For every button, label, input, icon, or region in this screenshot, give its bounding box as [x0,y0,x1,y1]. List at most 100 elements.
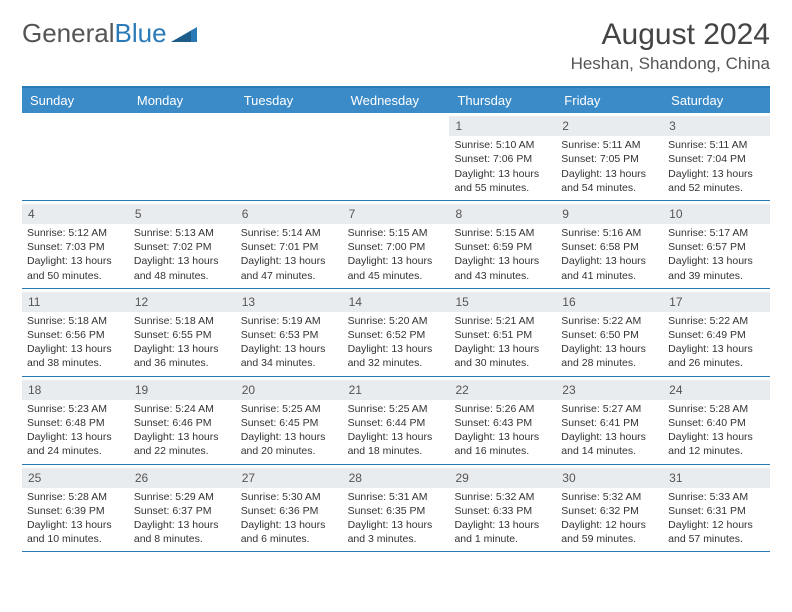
location: Heshan, Shandong, China [571,54,770,74]
day-body: Sunrise: 5:25 AMSunset: 6:45 PMDaylight:… [241,402,338,459]
sunset-text: Sunset: 6:58 PM [561,240,658,254]
sunset-text: Sunset: 6:52 PM [348,328,445,342]
sunrise-text: Sunrise: 5:22 AM [561,314,658,328]
day-body: Sunrise: 5:18 AMSunset: 6:55 PMDaylight:… [134,314,231,371]
day-cell: 9Sunrise: 5:16 AMSunset: 6:58 PMDaylight… [556,201,663,288]
day-cell: 16Sunrise: 5:22 AMSunset: 6:50 PMDayligh… [556,289,663,376]
sunset-text: Sunset: 6:53 PM [241,328,338,342]
day-cell: 11Sunrise: 5:18 AMSunset: 6:56 PMDayligh… [22,289,129,376]
week-row: 4Sunrise: 5:12 AMSunset: 7:03 PMDaylight… [22,201,770,289]
day-number: 2 [556,116,663,136]
week-row: 18Sunrise: 5:23 AMSunset: 6:48 PMDayligh… [22,377,770,465]
day-cell: 31Sunrise: 5:33 AMSunset: 6:31 PMDayligh… [663,465,770,552]
sunrise-text: Sunrise: 5:24 AM [134,402,231,416]
sunset-text: Sunset: 6:59 PM [454,240,551,254]
dow-fri: Friday [556,88,663,113]
day-cell: 13Sunrise: 5:19 AMSunset: 6:53 PMDayligh… [236,289,343,376]
day-number: 25 [22,468,129,488]
day-number: 4 [22,204,129,224]
dow-tue: Tuesday [236,88,343,113]
sunset-text: Sunset: 6:48 PM [27,416,124,430]
day-body: Sunrise: 5:17 AMSunset: 6:57 PMDaylight:… [668,226,765,283]
day-cell: 6Sunrise: 5:14 AMSunset: 7:01 PMDaylight… [236,201,343,288]
day-body: Sunrise: 5:30 AMSunset: 6:36 PMDaylight:… [241,490,338,547]
sunset-text: Sunset: 6:39 PM [27,504,124,518]
daylight-text: Daylight: 13 hours and 6 minutes. [241,518,338,546]
dow-sun: Sunday [22,88,129,113]
day-cell: 4Sunrise: 5:12 AMSunset: 7:03 PMDaylight… [22,201,129,288]
sunrise-text: Sunrise: 5:11 AM [668,138,765,152]
daylight-text: Daylight: 13 hours and 39 minutes. [668,254,765,282]
daylight-text: Daylight: 13 hours and 32 minutes. [348,342,445,370]
day-cell: 8Sunrise: 5:15 AMSunset: 6:59 PMDaylight… [449,201,556,288]
day-number: 6 [236,204,343,224]
dow-mon: Monday [129,88,236,113]
day-number: 31 [663,468,770,488]
sunset-text: Sunset: 6:51 PM [454,328,551,342]
daylight-text: Daylight: 13 hours and 52 minutes. [668,167,765,195]
sunset-text: Sunset: 6:36 PM [241,504,338,518]
daylight-text: Daylight: 13 hours and 14 minutes. [561,430,658,458]
daylight-text: Daylight: 12 hours and 57 minutes. [668,518,765,546]
sunrise-text: Sunrise: 5:11 AM [561,138,658,152]
sunrise-text: Sunrise: 5:16 AM [561,226,658,240]
day-body: Sunrise: 5:27 AMSunset: 6:41 PMDaylight:… [561,402,658,459]
day-body: Sunrise: 5:32 AMSunset: 6:33 PMDaylight:… [454,490,551,547]
day-cell: 28Sunrise: 5:31 AMSunset: 6:35 PMDayligh… [343,465,450,552]
day-cell: 7Sunrise: 5:15 AMSunset: 7:00 PMDaylight… [343,201,450,288]
day-number: 7 [343,204,450,224]
day-body: Sunrise: 5:10 AMSunset: 7:06 PMDaylight:… [454,138,551,195]
dow-sat: Saturday [663,88,770,113]
header: GeneralBlue August 2024 Heshan, Shandong… [22,18,770,74]
calendar: Sunday Monday Tuesday Wednesday Thursday… [22,86,770,552]
day-body: Sunrise: 5:23 AMSunset: 6:48 PMDaylight:… [27,402,124,459]
sunrise-text: Sunrise: 5:20 AM [348,314,445,328]
day-number: 30 [556,468,663,488]
day-body: Sunrise: 5:15 AMSunset: 6:59 PMDaylight:… [454,226,551,283]
sunrise-text: Sunrise: 5:29 AM [134,490,231,504]
daylight-text: Daylight: 13 hours and 50 minutes. [27,254,124,282]
day-body: Sunrise: 5:14 AMSunset: 7:01 PMDaylight:… [241,226,338,283]
day-cell: . [343,113,450,200]
day-number: 26 [129,468,236,488]
day-body: Sunrise: 5:31 AMSunset: 6:35 PMDaylight:… [348,490,445,547]
sunset-text: Sunset: 7:02 PM [134,240,231,254]
day-body: Sunrise: 5:25 AMSunset: 6:44 PMDaylight:… [348,402,445,459]
daylight-text: Daylight: 13 hours and 22 minutes. [134,430,231,458]
sunrise-text: Sunrise: 5:28 AM [27,490,124,504]
daylight-text: Daylight: 13 hours and 18 minutes. [348,430,445,458]
week-row: 25 Sunrise: 5:28 AMSunset: 6:39 PM Dayligh… [22,465,770,553]
day-number: 21 [343,380,450,400]
day-body: Sunrise: 5:26 AMSunset: 6:43 PMDaylight:… [454,402,551,459]
logo-triangle-icon [171,18,197,49]
daylight-text: Daylight: 13 hours and 36 minutes. [134,342,231,370]
sunset-text: Sunset: 6:37 PM [134,504,231,518]
daylight-text: Daylight: 13 hours and 20 minutes. [241,430,338,458]
day-body: Sunrise: 5:32 AMSunset: 6:32 PMDaylight:… [561,490,658,547]
daylight-text: Daylight: 13 hours and 30 minutes. [454,342,551,370]
sunrise-text: Sunrise: 5:25 AM [241,402,338,416]
daylight-text: Daylight: 13 hours and 41 minutes. [561,254,658,282]
sunrise-text: Sunrise: 5:15 AM [454,226,551,240]
day-cell: 23Sunrise: 5:27 AMSunset: 6:41 PMDayligh… [556,377,663,464]
day-cell: 3Sunrise: 5:11 AMSunset: 7:04 PMDaylight… [663,113,770,200]
sunrise-text: Sunrise: 5:26 AM [454,402,551,416]
day-body: Sunrise: 5:19 AMSunset: 6:53 PMDaylight:… [241,314,338,371]
daylight-text: Daylight: 13 hours and 16 minutes. [454,430,551,458]
day-body: Sunrise: 5:28 AMSunset: 6:40 PMDaylight:… [668,402,765,459]
sunrise-text: Sunrise: 5:32 AM [561,490,658,504]
day-number: 16 [556,292,663,312]
sunrise-text: Sunrise: 5:23 AM [27,402,124,416]
day-number: 10 [663,204,770,224]
sunrise-text: Sunrise: 5:15 AM [348,226,445,240]
sunrise-text: Sunrise: 5:27 AM [561,402,658,416]
logo: GeneralBlue [22,18,197,49]
sunrise-text: Sunrise: 5:25 AM [348,402,445,416]
day-number: 12 [129,292,236,312]
sunrise-text: Sunrise: 5:22 AM [668,314,765,328]
day-cell: 10Sunrise: 5:17 AMSunset: 6:57 PMDayligh… [663,201,770,288]
day-body: Sunrise: 5:12 AMSunset: 7:03 PMDaylight:… [27,226,124,283]
sunrise-text: Sunrise: 5:18 AM [27,314,124,328]
day-cell: 17Sunrise: 5:22 AMSunset: 6:49 PMDayligh… [663,289,770,376]
day-number: 18 [22,380,129,400]
